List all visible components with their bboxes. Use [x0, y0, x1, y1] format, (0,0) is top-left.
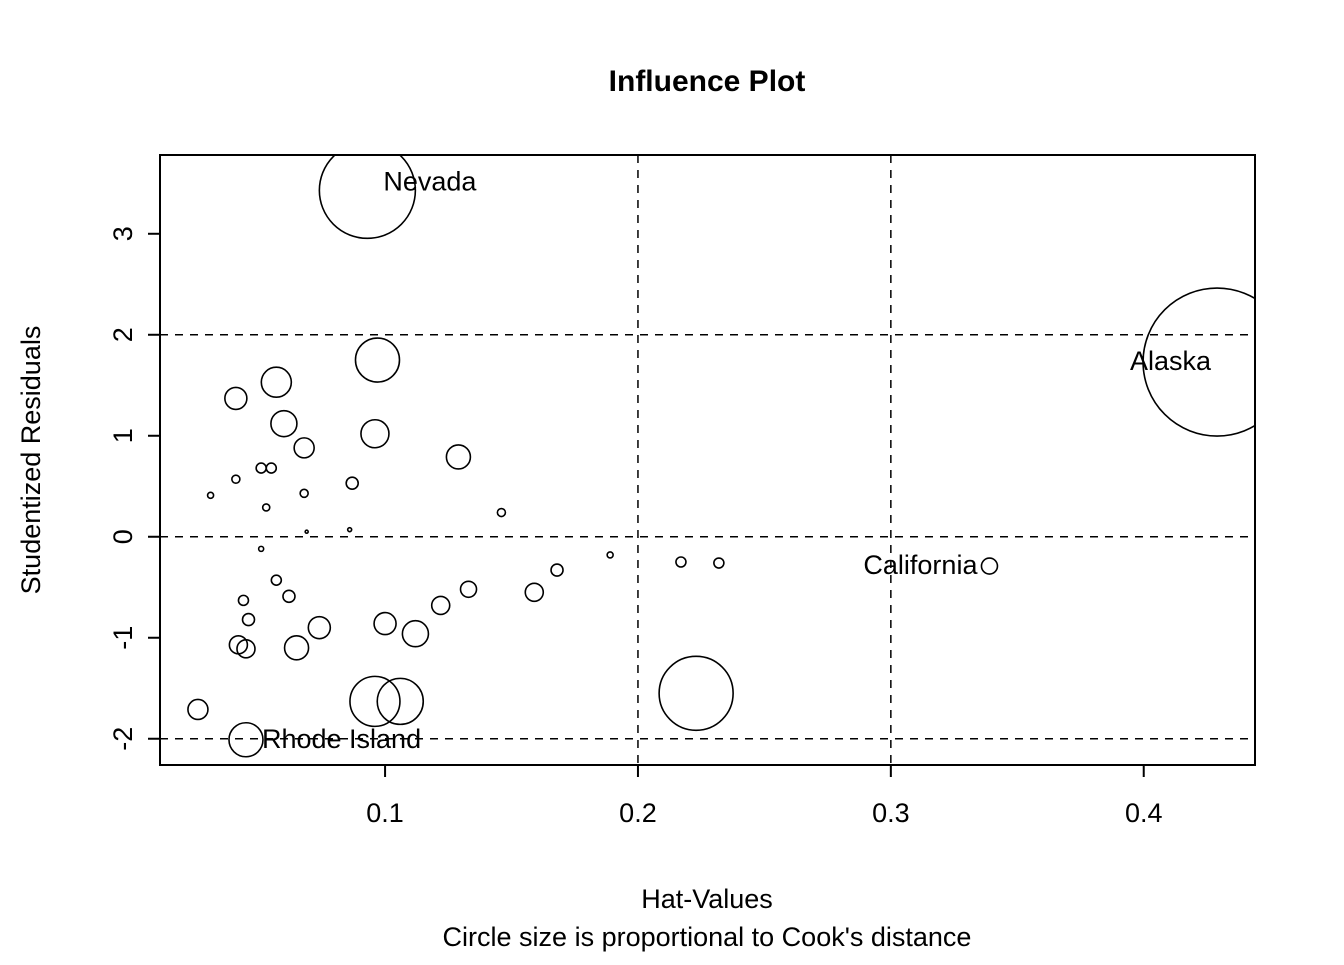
data-point-circle [265, 462, 278, 474]
data-point-circle [713, 557, 725, 569]
data-point-circle [606, 551, 614, 559]
data-point-circle [524, 582, 545, 603]
point-label: Rhode Island [262, 724, 421, 754]
data-point-circle [318, 155, 417, 240]
data-point-circle [354, 337, 401, 383]
data-point-circle [236, 639, 256, 659]
data-point-circle [430, 595, 451, 616]
data-point-circle [304, 529, 309, 535]
data-point-circle [349, 675, 401, 728]
data-point-circle [187, 698, 209, 721]
x-tick-label: 0.3 [872, 798, 910, 828]
data-point-circle [237, 594, 250, 607]
y-tick-label: 2 [108, 327, 138, 342]
reference-lines [160, 155, 1255, 765]
data-point-circle [299, 488, 309, 499]
data-point-circle [270, 409, 298, 438]
data-point-circle [980, 557, 999, 575]
data-point-circle [261, 503, 271, 512]
data-point-circle [307, 615, 332, 640]
data-point-circle [373, 611, 397, 636]
data-point-circle [293, 437, 315, 459]
x-tick-label: 0.1 [366, 798, 404, 828]
data-point-circle [224, 386, 248, 411]
plot-box [159, 154, 1256, 766]
y-tick-label: 3 [108, 226, 138, 241]
data-point-circle [241, 612, 256, 627]
data-point-circle [401, 619, 430, 648]
data-point-circle [283, 635, 310, 661]
y-tick-label: 1 [108, 428, 138, 443]
data-point-circle [496, 507, 507, 518]
data-point-circle [345, 476, 359, 491]
chart-caption: Circle size is proportional to Cook's di… [443, 922, 972, 952]
y-tick-label: -1 [108, 626, 138, 650]
data-points [187, 155, 1255, 758]
data-point-circle [206, 491, 215, 500]
data-point-circle [228, 721, 264, 758]
data-point-circle [346, 526, 353, 533]
data-point-circle [376, 677, 425, 726]
data-point-circle [445, 444, 472, 470]
point-labels: Nevada Alaska California Rhode Island [262, 166, 1212, 753]
data-point-circle [231, 474, 241, 484]
data-point-circle [260, 366, 293, 399]
data-point-circle [257, 545, 265, 553]
x-tick-label: 0.4 [1125, 798, 1163, 828]
data-point-circle [1142, 287, 1255, 437]
y-tick-label: 0 [108, 529, 138, 544]
x-axis-label: Hat-Values [641, 884, 773, 914]
point-label: Alaska [1130, 346, 1212, 376]
y-tick-label: -2 [108, 727, 138, 751]
data-point-circle [675, 556, 687, 568]
chart-title: Influence Plot [609, 65, 806, 98]
data-point-circle [270, 574, 283, 586]
point-label: Nevada [383, 166, 477, 196]
data-point-circle [360, 418, 390, 449]
data-point-circle [282, 589, 296, 604]
data-point-circle [550, 563, 564, 577]
y-axis-label: Studentized Residuals [16, 326, 46, 595]
axes: 0.1 0.2 0.3 0.4 3 2 1 0 -1 -2 [108, 226, 1163, 828]
data-point-circle [255, 462, 267, 474]
data-point-circle [658, 655, 734, 732]
x-tick-label: 0.2 [619, 798, 657, 828]
data-point-circle [459, 580, 478, 599]
point-label: California [863, 550, 978, 580]
